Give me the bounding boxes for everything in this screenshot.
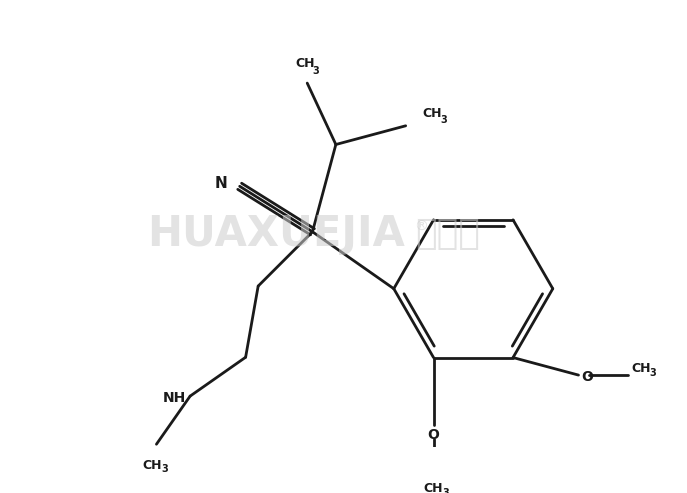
Text: CH: CH [424,482,443,493]
Text: CH: CH [422,107,442,120]
Text: 3: 3 [442,488,449,493]
Text: N: N [214,176,227,191]
Text: 化学加: 化学加 [416,217,480,251]
Text: 3: 3 [312,66,319,76]
Text: HUAXUEJIA: HUAXUEJIA [148,213,405,255]
Text: CH: CH [142,458,161,472]
Text: ®: ® [414,220,428,234]
Text: O: O [427,428,440,442]
Text: NH: NH [164,391,186,405]
Text: 3: 3 [161,464,168,474]
Text: CH: CH [295,58,315,70]
Text: 3: 3 [649,368,655,378]
Text: 3: 3 [440,115,447,125]
Text: CH: CH [631,362,651,376]
Text: O: O [581,370,593,384]
